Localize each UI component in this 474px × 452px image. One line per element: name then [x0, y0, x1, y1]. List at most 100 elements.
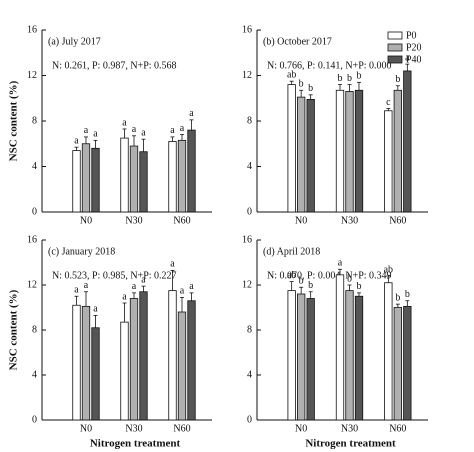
significance-letter: a — [405, 52, 410, 63]
bar — [393, 307, 402, 421]
bar — [81, 305, 91, 421]
significance-letter: a — [180, 123, 185, 134]
bar — [354, 89, 364, 213]
y-tick-label: 12 — [242, 70, 252, 81]
panel-stats: N: 0.261, P: 0.987, N+P: 0.568 — [52, 60, 177, 71]
significance-letter: a — [74, 285, 79, 296]
significance-letter: b — [357, 71, 362, 82]
significance-letter: b — [308, 280, 313, 291]
x-tick-label: N30 — [341, 215, 358, 226]
significance-letter: b — [357, 281, 362, 292]
significance-letter: a — [141, 274, 146, 285]
significance-letter: b — [338, 73, 343, 84]
significance-letter: a — [93, 129, 98, 140]
significance-letter: b — [308, 83, 313, 94]
significance-letter: b — [299, 276, 304, 287]
legend-swatch — [387, 31, 403, 40]
x-tick-label: N60 — [389, 215, 406, 226]
y-tick-label: 4 — [32, 161, 37, 172]
y-axis-label: NSC content (%) — [8, 289, 20, 370]
y-tick-label: 4 — [32, 369, 37, 380]
y-tick-label: 0 — [247, 206, 252, 217]
y-tick-label: 12 — [27, 70, 37, 81]
y-tick-label: 16 — [242, 234, 252, 245]
significance-letter: b — [405, 289, 410, 300]
bar — [297, 293, 306, 421]
x-tick-label: N60 — [389, 423, 406, 434]
bar — [187, 300, 196, 421]
bar — [384, 282, 393, 421]
significance-letter: a — [84, 280, 89, 291]
bar — [384, 110, 393, 213]
significance-letter: a — [141, 127, 146, 138]
bar — [345, 290, 354, 421]
bar — [139, 291, 148, 421]
y-tick-label: 8 — [32, 324, 37, 335]
x-tick-label: N60 — [173, 423, 190, 434]
significance-letter: a — [84, 125, 89, 136]
y-tick-label: 0 — [247, 414, 252, 425]
x-tick-label: N30 — [125, 215, 142, 226]
panel-title: (d) April 2018 — [263, 246, 320, 257]
significance-letter: b — [347, 73, 352, 84]
legend-label: P20 — [406, 42, 422, 53]
x-axis-label: Nitrogen treatment — [305, 438, 396, 450]
significance-letter: a — [74, 135, 79, 146]
bar — [306, 98, 315, 213]
bar — [129, 298, 139, 421]
x-tick-label: N60 — [173, 215, 190, 226]
y-tick-label: 16 — [27, 24, 37, 35]
x-tick-label: N0 — [80, 423, 92, 434]
significance-letter: a — [132, 281, 137, 292]
y-tick-label: 0 — [32, 414, 37, 425]
bar — [187, 129, 196, 213]
y-tick-label: 16 — [27, 234, 37, 245]
legend-swatch — [387, 43, 403, 52]
bar — [287, 290, 296, 421]
bar — [120, 137, 129, 213]
significance-letter: b — [347, 273, 352, 284]
significance-letter: a — [338, 258, 343, 269]
significance-letter: a — [93, 304, 98, 315]
bar — [129, 145, 139, 213]
significance-letter: a — [189, 108, 194, 119]
panel-title: (a) July 2017 — [48, 36, 101, 47]
bar — [168, 141, 177, 213]
y-tick-label: 16 — [242, 24, 252, 35]
significance-letter: a — [122, 117, 127, 128]
significance-letter: a — [170, 125, 175, 136]
bar — [91, 327, 100, 421]
y-tick-label: 12 — [27, 279, 37, 290]
panel-title: (b) October 2017 — [263, 36, 332, 47]
significance-letter: a — [180, 286, 185, 297]
significance-letter: a — [189, 281, 194, 292]
y-tick-label: 8 — [32, 115, 37, 126]
x-tick-label: N0 — [295, 423, 307, 434]
significance-letter: ab — [287, 69, 296, 80]
significance-letter: b — [395, 292, 400, 303]
bar — [72, 304, 81, 421]
significance-letter: b — [299, 79, 304, 90]
bar — [393, 89, 402, 213]
x-tick-label: N30 — [341, 423, 358, 434]
significance-letter: ab — [384, 264, 393, 275]
bar — [403, 305, 412, 421]
bar — [120, 321, 129, 421]
bar — [345, 91, 354, 213]
bar — [139, 151, 148, 213]
significance-letter: c — [386, 97, 391, 108]
bar — [91, 147, 100, 213]
y-tick-label: 4 — [247, 369, 252, 380]
bar — [177, 311, 187, 421]
panel-stats: N: 0.766, P: 0.141, N+P: 0.000 — [267, 60, 392, 71]
bar — [287, 84, 296, 213]
y-tick-label: 0 — [32, 206, 37, 217]
panel-stats: N: 0.070, P: 0.004, N+P: 0.349 — [267, 270, 392, 281]
panel-title: (c) January 2018 — [48, 246, 115, 257]
significance-letter: a — [132, 124, 137, 135]
x-tick-label: N0 — [295, 215, 307, 226]
legend-label: P0 — [406, 30, 417, 41]
bar — [354, 295, 364, 421]
y-tick-label: 8 — [247, 115, 252, 126]
